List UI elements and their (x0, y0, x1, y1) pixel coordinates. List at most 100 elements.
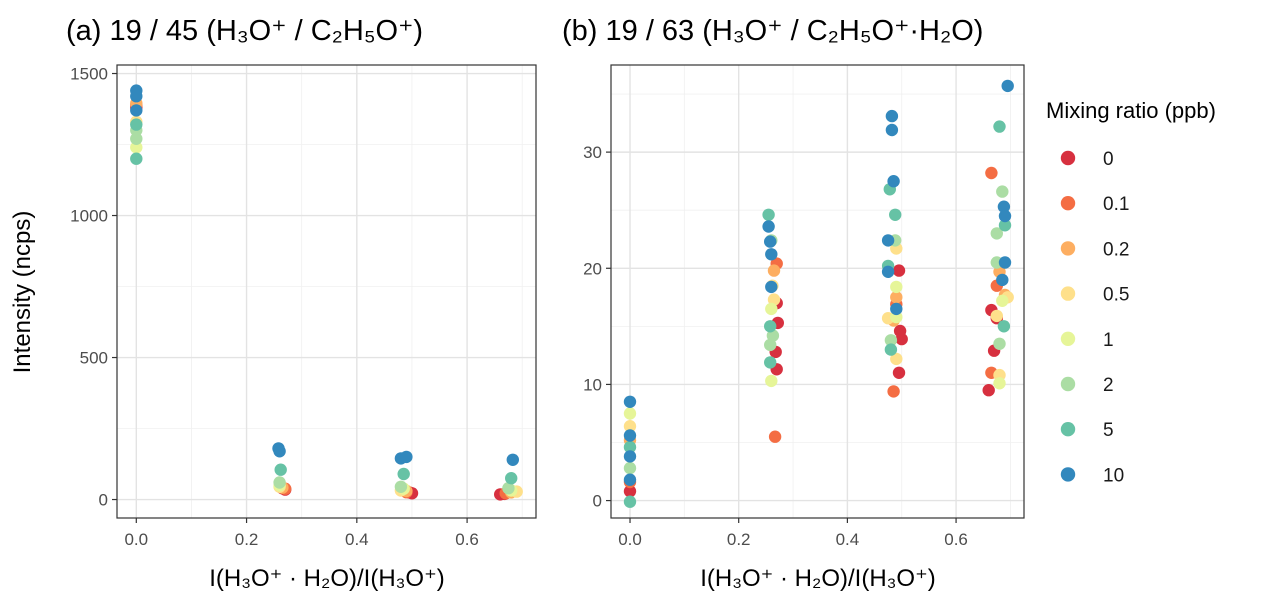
panel-b-point-ppb-10 (881, 234, 895, 247)
legend-key-0_5 (1060, 286, 1076, 301)
panel-b-point-ppb-5 (993, 120, 1006, 133)
panel-a-point-ppb-10 (400, 450, 413, 464)
panel-b-point-ppb-5 (998, 219, 1012, 232)
panel-b-point-ppb-10 (998, 256, 1012, 269)
panel-b-point-ppb-2 (884, 334, 898, 347)
panel-a-x-tick-label: 0.4 (345, 530, 369, 549)
legend-label: 0 (1103, 149, 1114, 170)
panel-a-point-ppb-5 (130, 118, 143, 131)
panel-b-point-ppb-2 (764, 338, 777, 352)
y-axis-title: Intensity (ncps) (9, 211, 36, 374)
panel-b-point-ppb-5 (762, 208, 775, 221)
panel-b-point-ppb-0_2 (890, 291, 903, 304)
panel-a-point-ppb-10 (506, 453, 519, 466)
panel-a-x-axis-title: I(H₃O⁺ · H₂O)/I(H₃O⁺) (209, 565, 445, 592)
panel-a-border (116, 64, 537, 519)
panel-b-point-ppb-0_5 (990, 309, 1003, 323)
panel-a-point-ppb-5 (274, 463, 287, 476)
panel-b-point-ppb-0_1 (985, 166, 998, 180)
panel-a-point-ppb-5 (130, 152, 143, 165)
panel-b-point-ppb-1 (996, 294, 1009, 307)
panel-b-point-ppb-10 (623, 473, 637, 486)
panel-b-point-ppb-1 (765, 302, 778, 316)
panel-b-point-ppb-2 (993, 337, 1006, 350)
panel-b-point-ppb-0 (982, 384, 995, 397)
legend-key-0_2 (1060, 241, 1076, 256)
panel-a-y-tick-label: 1500 (70, 65, 108, 84)
panel-a-y-tick-label: 500 (80, 349, 108, 368)
panel-b: (b) 19 / 63 (H₃O⁺ / C₂H₅O⁺·H₂O) 0.0 0.2 0.… (562, 15, 1025, 592)
panel-a-title: (a) 19 / 45 (H₃O⁺ / C₂H₅O⁺) (66, 15, 423, 47)
legend-label: 10 (1103, 465, 1124, 486)
panel-b-point-ppb-10 (996, 273, 1009, 287)
panel-b-x-axis-title: I(H₃O⁺ · H₂O)/I(H₃O⁺) (700, 565, 936, 592)
panel-b-y-tick-label: 0 (593, 492, 602, 511)
panel-a-point-ppb-5 (505, 472, 518, 485)
legend-label: 5 (1103, 420, 1114, 441)
panel-a-x-tick-label: 0.6 (455, 530, 479, 549)
panel-b-point-ppb-10 (1001, 79, 1014, 93)
panel-b-point-ppb-5 (623, 495, 637, 508)
panel-b-point-ppb-10 (764, 235, 777, 248)
legend: Mixing ratio (ppb) 0 0.1 0.2 0.5 1 2 5 10 (1046, 98, 1216, 486)
legend-key-0 (1060, 150, 1076, 166)
panel-b-point-ppb-5 (889, 208, 902, 221)
panel-a-y-tick-label: 1000 (70, 207, 108, 226)
panel-a-point-ppb-2 (273, 476, 286, 489)
legend-label: 1 (1103, 330, 1114, 351)
panel-b-point-ppb-1 (890, 280, 903, 294)
panel-b-point-ppb-5 (997, 320, 1011, 333)
panel-a-x-tick-label: 0.0 (124, 530, 148, 549)
panel-b-y-tick-label: 10 (583, 375, 602, 394)
panel-b-point-ppb-5 (764, 320, 777, 333)
panel-b-point-ppb-5 (884, 343, 898, 356)
panel-b-point-ppb-0_1 (887, 385, 900, 398)
panel-b-point-ppb-10 (890, 302, 903, 316)
panel-b-point-ppb-10 (765, 248, 778, 261)
legend-key-2 (1060, 376, 1076, 392)
panel-b-title: (b) 19 / 63 (H₃O⁺ / C₂H₅O⁺·H₂O) (562, 15, 983, 47)
panel-b-point-ppb-10 (887, 175, 900, 188)
legend-label: 0.5 (1103, 285, 1129, 306)
panel-b-point-ppb-10 (885, 109, 899, 123)
panel-b-point-ppb-0_5 (623, 420, 637, 433)
legend-key-10 (1060, 467, 1076, 482)
panel-b-point-ppb-10 (997, 200, 1011, 213)
legend-key-0_1 (1060, 196, 1076, 211)
panel-b-point-ppb-10 (623, 395, 637, 408)
legend-items: 0 0.1 0.2 0.5 1 2 5 10 (1060, 149, 1129, 486)
panel-a-point-ppb-2 (394, 480, 408, 493)
legend-key-5 (1060, 422, 1076, 437)
panel-b-point-ppb-5 (764, 356, 777, 369)
panel-a-point-ppb-10 (273, 445, 286, 458)
panel-b-point-ppb-1 (623, 407, 637, 420)
panel-a-point-ppb-10 (130, 90, 143, 103)
panel-a-point-ppb-2 (130, 132, 143, 145)
legend-label: 0.1 (1103, 194, 1129, 215)
panel-a-plot: 0.0 0.2 0.4 0.6 0 500 1000 1500 (70, 64, 537, 549)
legend-label: 2 (1103, 375, 1114, 396)
panel-a-point-ppb-1 (130, 141, 143, 154)
panel-b-point-ppb-0_5 (767, 293, 781, 306)
panel-b-point-ppb-10 (623, 450, 637, 463)
panel-b-point-ppb-2 (766, 329, 780, 342)
panel-b-point-ppb-2 (996, 185, 1009, 198)
panel-b-point-ppb-10 (885, 123, 899, 137)
panel-b-point-ppb-1 (993, 377, 1006, 390)
panel-a-point-ppb-2 (502, 482, 515, 495)
panel-a-y-tick-label: 0 (99, 491, 108, 510)
panel-b-point-ppb-0 (892, 366, 906, 379)
panel-b-point-ppb-1 (765, 374, 778, 388)
panel-b-x-tick-label: 0.2 (727, 530, 751, 549)
panel-b-point-ppb-0_2 (767, 264, 781, 277)
panel-b-x-tick-label: 0.6 (944, 530, 968, 549)
panel-a-point-ppb-5 (397, 467, 410, 481)
panel-b-point-ppb-10 (623, 429, 637, 442)
panel-b-point-ppb-0 (892, 264, 906, 277)
panel-b-y-tick-label: 20 (583, 259, 602, 278)
panel-b-x-tick-label: 0.0 (618, 530, 642, 549)
panel-b-point-ppb-10 (765, 280, 778, 294)
panel-b-point-ppb-2 (990, 227, 1003, 240)
panel-a-point-ppb-10 (130, 104, 143, 117)
panel-a-x-tick-label: 0.2 (235, 530, 259, 549)
